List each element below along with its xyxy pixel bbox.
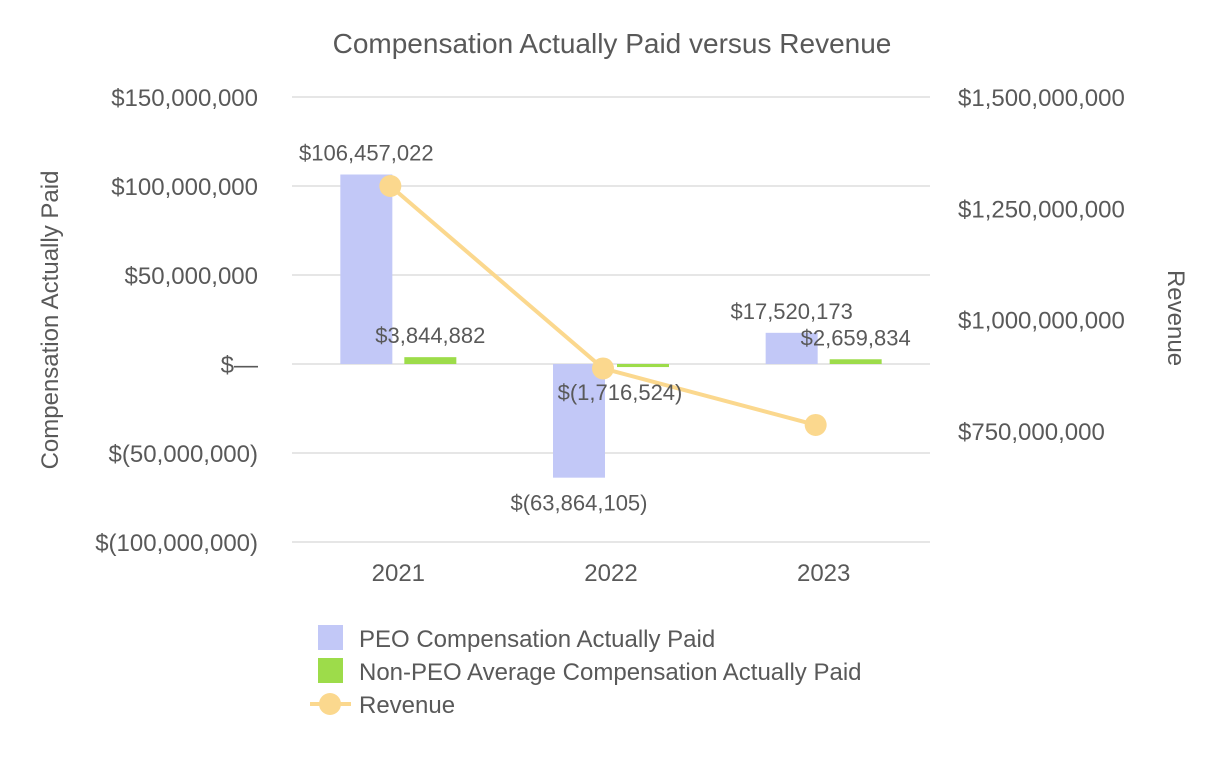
peo-bar xyxy=(765,332,818,364)
right-tick-label: $1,000,000,000 xyxy=(958,308,1125,335)
bars xyxy=(340,174,882,478)
peo-bar xyxy=(553,364,605,478)
non-peo-bar xyxy=(617,364,669,368)
legend-label: Revenue xyxy=(359,692,455,719)
non-peo-bar xyxy=(404,357,457,364)
right-tick-label: $1,500,000,000 xyxy=(958,85,1125,112)
left-tick-label: $(100,000,000) xyxy=(95,530,258,557)
peo-bar xyxy=(340,174,393,364)
left-tick-label: $150,000,000 xyxy=(111,85,258,112)
legend-swatch-peo xyxy=(318,625,343,650)
peo-data-label: $106,457,022 xyxy=(299,141,434,166)
left-tick-label: $— xyxy=(221,352,258,379)
x-tick-label: 2021 xyxy=(372,560,425,587)
legend-swatch-non-peo xyxy=(318,658,343,683)
revenue-line-group xyxy=(379,175,827,436)
left-axis-title: Compensation Actually Paid xyxy=(37,171,64,470)
x-axis-ticks: 2021 2022 2023 xyxy=(372,560,851,587)
right-axis-ticks: $1,500,000,000 $1,250,000,000 $1,000,000,0… xyxy=(958,85,1125,446)
non-peo-data-label: $(1,716,524) xyxy=(558,380,683,405)
right-axis-title: Revenue xyxy=(1162,270,1189,366)
left-tick-label: $(50,000,000) xyxy=(109,441,258,468)
legend-label: PEO Compensation Actually Paid xyxy=(359,626,715,653)
legend-swatch-revenue-marker xyxy=(319,693,341,715)
revenue-point xyxy=(804,413,827,436)
revenue-point xyxy=(379,175,402,197)
legend-label: Non-PEO Average Compensation Actually Pa… xyxy=(359,659,862,686)
non-peo-bar xyxy=(829,359,882,364)
right-tick-label: $750,000,000 xyxy=(958,419,1105,446)
data-labels: $106,457,022 $(63,864,105) $17,520,173 $3,8… xyxy=(299,141,911,516)
revenue-point xyxy=(592,357,614,380)
right-tick-label: $1,250,000,000 xyxy=(958,196,1125,223)
legend: PEO Compensation Actually Paid Non-PEO Av… xyxy=(310,625,862,719)
left-tick-label: $50,000,000 xyxy=(125,263,258,290)
non-peo-data-label: $3,844,882 xyxy=(375,323,485,348)
peo-data-label: $17,520,173 xyxy=(730,299,852,324)
chart-title: Compensation Actually Paid versus Revenu… xyxy=(333,28,892,59)
x-tick-label: 2022 xyxy=(584,560,637,587)
x-tick-label: 2023 xyxy=(797,560,850,587)
peo-data-label: $(63,864,105) xyxy=(511,491,648,516)
left-tick-label: $100,000,000 xyxy=(111,174,258,201)
left-axis-ticks: $150,000,000 $100,000,000 $50,000,000 $— $(5… xyxy=(95,85,258,557)
non-peo-data-label: $2,659,834 xyxy=(801,325,911,350)
